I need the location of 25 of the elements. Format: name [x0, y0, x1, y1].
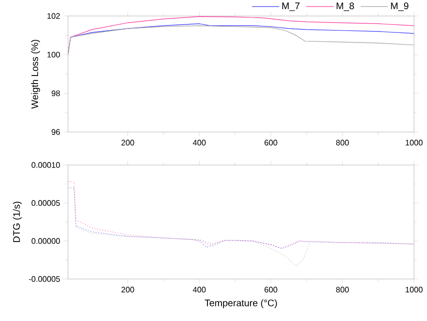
y-tick-label: 0.00000 — [32, 238, 60, 244]
x-tick-label: 600 — [264, 286, 278, 292]
x-axis-title: Temperature (°C) — [204, 299, 277, 308]
y-tick-label: 100 — [47, 52, 60, 58]
y-tick-label: -0.00005 — [28, 276, 60, 282]
y-axis-title: Weigth Loss (%) — [31, 40, 40, 109]
legend-label: M_9 — [391, 2, 408, 12]
line-series — [68, 188, 414, 266]
x-tick-label: 800 — [336, 286, 349, 292]
x-tick-label: 600 — [264, 140, 278, 146]
y-tick-label: 102 — [47, 13, 60, 19]
x-tick-label: 200 — [121, 286, 134, 292]
y-tick-label: 0.00010 — [32, 162, 60, 168]
x-tick-label: 800 — [336, 140, 349, 146]
x-tick-label: 400 — [192, 286, 206, 292]
x-tick-label: 1000 — [406, 140, 423, 146]
y-tick-label: 98 — [52, 90, 60, 96]
y-axis-title: DTG (1/s) — [12, 202, 22, 242]
x-tick-label: 200 — [121, 140, 134, 146]
y-tick-label: 0.00005 — [32, 200, 60, 206]
y-tick-label: 96 — [52, 129, 60, 135]
legend-label: M_8 — [336, 2, 354, 12]
x-tick-label: 400 — [192, 140, 206, 146]
legend-label: M_7 — [282, 2, 300, 11]
x-tick-label: 1000 — [406, 286, 423, 292]
